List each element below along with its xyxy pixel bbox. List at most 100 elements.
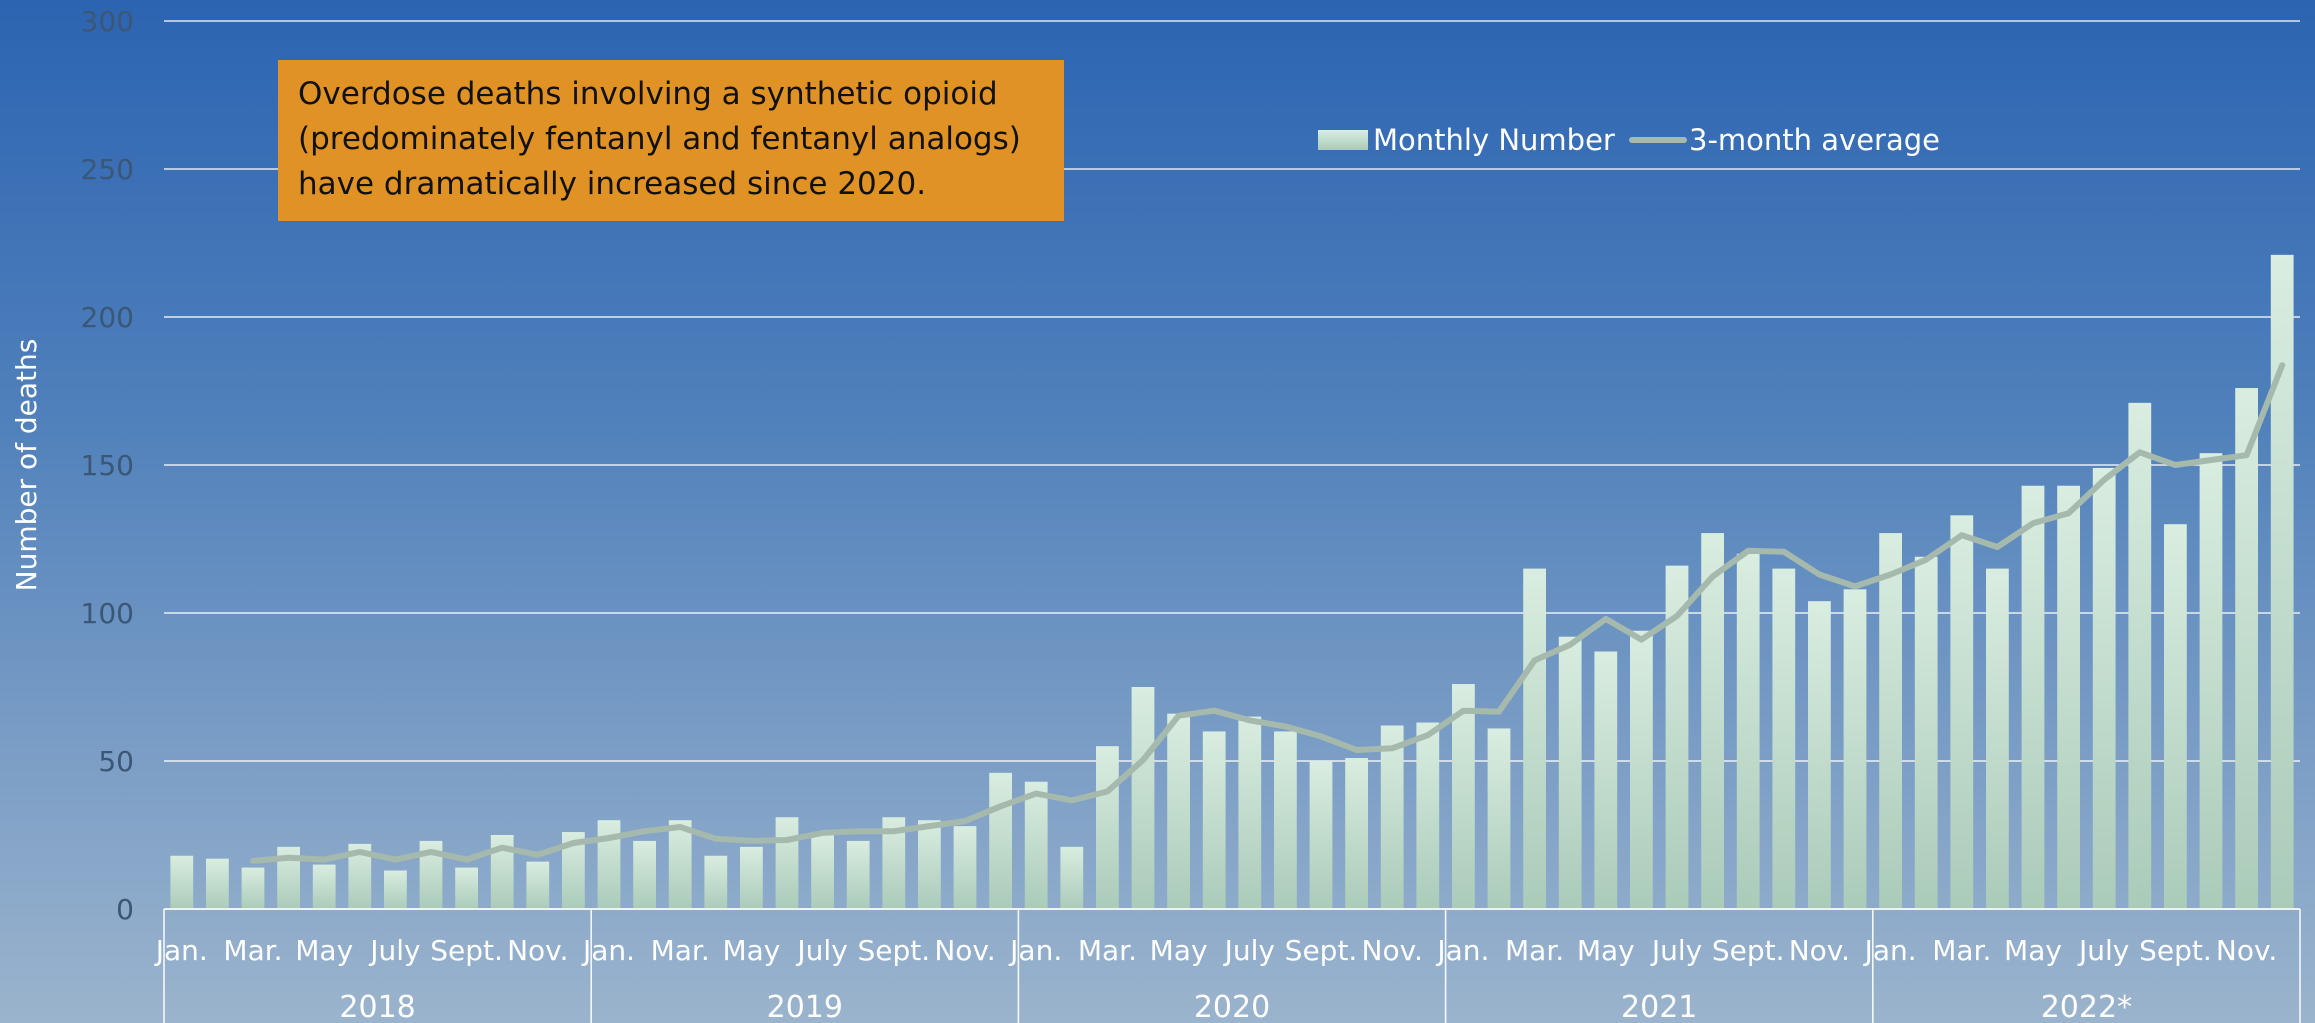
x-tick-label: May [2004, 934, 2062, 967]
x-tick-label: July [2077, 934, 2129, 967]
annotation-line-1: Overdose deaths involving a synthetic op… [298, 76, 998, 112]
bar [1558, 636, 1582, 909]
year-label: 2022* [2041, 990, 2132, 1023]
bar [2128, 402, 2152, 909]
bar [312, 864, 336, 909]
bar [206, 858, 229, 909]
bar [1274, 731, 1297, 909]
legend-label-monthly-number: Monthly Number [1373, 123, 1615, 157]
x-tick-label: July [368, 934, 420, 967]
x-tick-label: Sept. [430, 934, 503, 967]
y-tick-label: 300 [81, 5, 134, 38]
bar [1914, 556, 1938, 909]
bar [419, 840, 443, 909]
bar [1309, 761, 1333, 909]
x-tick-label: Jan. [154, 934, 208, 967]
bar [384, 870, 407, 909]
bar [2164, 524, 2187, 909]
bar [1167, 713, 1190, 909]
bar [2057, 485, 2080, 909]
bar [775, 817, 799, 909]
y-tick-label: 200 [81, 301, 134, 334]
x-tick-label: July [795, 934, 847, 967]
bar [1523, 568, 1546, 909]
bar [1808, 601, 1831, 909]
bar [2199, 453, 2223, 909]
bar [1452, 684, 1475, 909]
bar [811, 835, 834, 909]
bar [953, 826, 977, 909]
bar [348, 843, 372, 909]
bar [1060, 846, 1084, 909]
x-tick-label: May [1577, 934, 1635, 967]
x-tick-label: Sept. [1285, 934, 1358, 967]
legend-label-3-month-average: 3-month average [1689, 123, 1940, 157]
bar [562, 832, 585, 909]
x-tick-label: Nov. [507, 934, 568, 967]
y-axis-label: Number of deaths [10, 339, 43, 592]
bar [668, 820, 692, 909]
annotation-line-2: (predominately fentanyl and fentanyl ana… [298, 121, 1021, 157]
x-tick-label: Jan. [1863, 934, 1917, 967]
bar [1986, 568, 2009, 909]
bar [918, 820, 941, 909]
x-tick-label: Nov. [1789, 934, 1850, 967]
bar [2270, 254, 2294, 910]
x-tick-label: Mar. [1078, 934, 1137, 967]
legend-swatch-monthly-number [1318, 130, 1368, 150]
bar [1202, 731, 1226, 909]
bar [2021, 485, 2045, 909]
bar [1416, 722, 1440, 909]
x-tick-label: May [722, 934, 780, 967]
bar [704, 855, 728, 909]
x-tick-label: Sept. [1712, 934, 1785, 967]
bar [846, 840, 870, 909]
bar [989, 772, 1012, 909]
x-tick-label: July [1223, 934, 1275, 967]
bar [2092, 467, 2116, 909]
bar [490, 835, 514, 909]
bar [1772, 568, 1796, 909]
bar [241, 867, 265, 909]
y-tick-label: 50 [98, 745, 134, 778]
bar [882, 817, 906, 909]
annotation-line-3: have dramatically increased since 2020. [298, 166, 927, 202]
bar [1487, 728, 1511, 909]
series-line-3-month-average [250, 362, 2286, 864]
x-tick-label: July [1650, 934, 1702, 967]
bar [740, 846, 763, 909]
x-tick-label: May [1150, 934, 1208, 967]
bar [1701, 533, 1724, 909]
x-tick-label: Nov. [2216, 934, 2277, 967]
bar [1380, 725, 1404, 909]
year-label: 2020 [1194, 990, 1270, 1023]
bar [170, 855, 194, 909]
bar [597, 820, 621, 909]
year-label: 2021 [1621, 990, 1697, 1023]
year-label: 2018 [339, 990, 415, 1023]
x-tick-label: Mar. [651, 934, 710, 967]
bar [1024, 781, 1048, 909]
bar [1736, 553, 1760, 909]
bar [1345, 758, 1368, 909]
bar [1665, 565, 1689, 909]
bar [1238, 716, 1262, 909]
x-tick-label: Mar. [1932, 934, 1991, 967]
bar [2235, 388, 2258, 909]
bar [1131, 687, 1155, 909]
bar [1096, 746, 1119, 909]
bar [455, 867, 478, 909]
x-tick-label: Sept. [857, 934, 930, 967]
x-tick-label: Jan. [581, 934, 635, 967]
y-tick-label: 150 [81, 449, 134, 482]
x-tick-label: Nov. [1362, 934, 1423, 967]
y-tick-label: 0 [116, 893, 134, 926]
bar [1630, 630, 1653, 909]
bar [526, 861, 550, 909]
bar [1843, 589, 1867, 909]
y-tick-label: 100 [81, 597, 134, 630]
y-tick-label: 250 [81, 153, 134, 186]
bar [1879, 533, 1902, 909]
